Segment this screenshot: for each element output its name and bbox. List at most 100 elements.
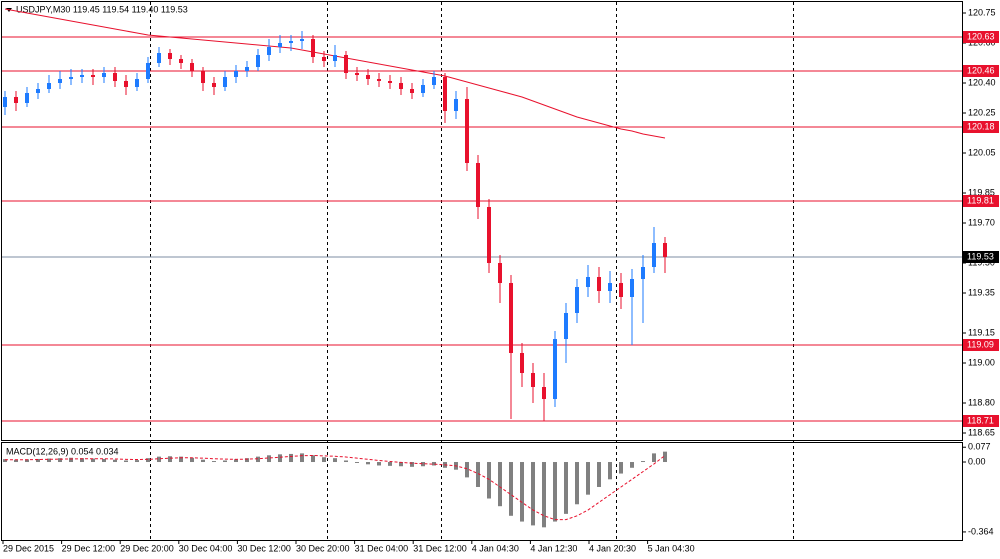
macd-bar <box>256 456 260 463</box>
macd-bar <box>542 462 546 528</box>
candle-body <box>564 313 568 339</box>
macd-bar <box>421 462 425 467</box>
x-tick-label: 30 Dec 20:00 <box>296 543 350 553</box>
main-panel-frame <box>1 1 963 441</box>
macd-bar <box>399 462 403 467</box>
level-label-box <box>963 121 999 133</box>
candle-body <box>542 387 546 399</box>
candle-body <box>179 59 183 63</box>
x-tick-label: 4 Jan 20:30 <box>589 543 636 553</box>
macd-bar <box>344 460 348 463</box>
candle-body <box>388 81 392 83</box>
level-label-box <box>963 339 999 351</box>
x-tick-label: 5 Jan 04:30 <box>648 543 695 553</box>
x-tick-label: 4 Jan 04:30 <box>472 543 519 553</box>
macd-bar <box>388 462 392 466</box>
candle-body <box>3 97 7 107</box>
candle-body <box>311 39 315 57</box>
y-tick-label: 119.00 <box>968 357 995 367</box>
candle-body <box>410 89 414 93</box>
candle-body <box>124 81 128 87</box>
macd-bar <box>168 456 172 463</box>
candle-body <box>641 267 645 279</box>
macd-bar <box>520 462 524 522</box>
macd-bar <box>135 460 139 463</box>
macd-bar <box>476 462 480 487</box>
macd-bar <box>69 457 73 463</box>
candle-body <box>80 75 84 77</box>
candle-body <box>476 163 480 207</box>
y-tick-label: 119.15 <box>968 327 995 337</box>
current-price-box <box>963 251 999 263</box>
macd-bar <box>311 455 315 463</box>
candle-body <box>157 53 161 63</box>
level-label: 120.46 <box>967 65 995 75</box>
macd-bar <box>212 461 216 463</box>
macd-bar <box>91 458 95 463</box>
x-tick-label: 4 Jan 12:30 <box>530 543 577 553</box>
level-label: 118.71 <box>967 415 994 425</box>
macd-bar <box>410 462 414 467</box>
candle-body <box>663 243 667 257</box>
macd-bar <box>300 453 304 463</box>
macd-bar <box>102 458 106 463</box>
candle-body <box>245 67 249 71</box>
macd-bar <box>575 462 579 505</box>
candle-body <box>168 53 172 59</box>
macd-bar <box>630 462 634 468</box>
candle-body <box>25 93 29 103</box>
candle-body <box>47 83 51 89</box>
candle-body <box>520 353 524 373</box>
level-label: 120.63 <box>967 31 995 41</box>
candle-body <box>443 77 447 111</box>
candle-body <box>586 277 590 287</box>
candle-body <box>333 55 337 61</box>
macd-bar <box>245 458 249 463</box>
macd-bar <box>36 458 40 463</box>
level-label-box <box>963 415 999 427</box>
y-tick-label: 119.70 <box>968 217 995 227</box>
candle-body <box>256 55 260 67</box>
macd-bar <box>487 462 491 499</box>
macd-bar <box>3 459 7 463</box>
x-tick-label: 30 Dec 04:00 <box>179 543 233 553</box>
level-label-box <box>963 65 999 77</box>
macd-bar <box>124 460 128 463</box>
candle-body <box>465 99 469 163</box>
macd-bar <box>146 458 150 463</box>
macd-bar <box>498 462 502 507</box>
current-price-label: 119.53 <box>967 251 994 261</box>
candle-body <box>531 373 535 387</box>
candle-body <box>322 57 326 61</box>
candle-body <box>190 63 194 71</box>
candle-body <box>212 83 216 87</box>
candle-body <box>377 79 381 81</box>
candle-body <box>278 43 282 47</box>
y-tick-label: 120.25 <box>968 107 996 117</box>
y-tick-label: 0.00 <box>968 456 986 466</box>
macd-bar <box>509 462 513 516</box>
y-tick-label: -0.364 <box>968 526 994 536</box>
candle-body <box>652 243 656 267</box>
macd-bar <box>586 462 590 495</box>
candle-body <box>223 77 227 87</box>
candle-body <box>267 47 271 55</box>
candle-body <box>58 79 62 83</box>
candle-body <box>135 79 139 87</box>
x-tick-label: 29 Dec 20:00 <box>120 543 174 553</box>
macd-bar <box>179 456 183 463</box>
x-tick-label: 29 Dec 12:00 <box>62 543 116 553</box>
y-tick-label: 119.35 <box>968 287 995 297</box>
macd-bar <box>619 462 623 474</box>
x-tick-label: 30 Dec 12:00 <box>237 543 291 553</box>
y-tick-label: 118.80 <box>968 397 995 407</box>
y-tick-label: 119.85 <box>968 187 995 197</box>
candle-body <box>36 89 40 93</box>
macd-bar <box>432 462 436 466</box>
candle-body <box>399 83 403 89</box>
macd-bar <box>190 457 194 463</box>
macd-bar <box>366 462 370 465</box>
macd-bar <box>47 458 51 463</box>
